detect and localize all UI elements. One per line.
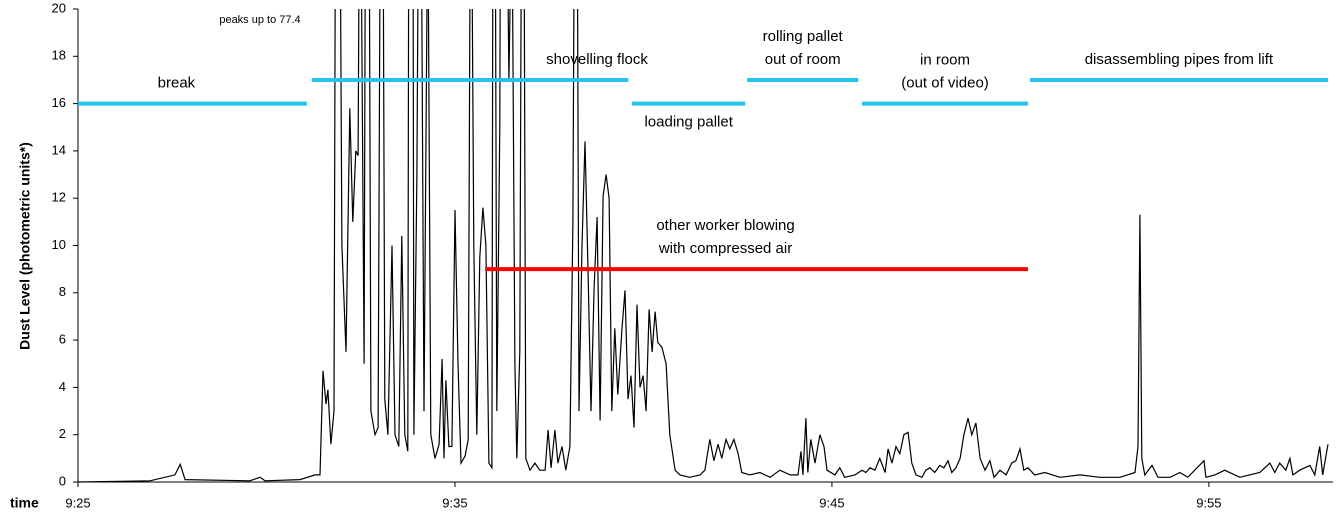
x-axis-title: time: [10, 495, 39, 511]
y-tick-label: 0: [59, 473, 66, 488]
activity-label: out of room: [765, 51, 841, 68]
y-tick-label: 4: [59, 379, 66, 394]
y-tick-label: 14: [52, 142, 66, 157]
y-tick-label: 6: [59, 332, 66, 347]
x-tick-label: 9:45: [819, 495, 844, 510]
y-tick-label: 10: [52, 237, 66, 252]
activity-label: (out of video): [901, 75, 989, 92]
y-tick-label: 20: [52, 0, 66, 15]
y-tick-label: 8: [59, 284, 66, 299]
x-tick-label: 9:35: [442, 495, 467, 510]
x-tick-label: 9:25: [65, 495, 90, 510]
x-tick-label: 9:55: [1196, 495, 1221, 510]
y-tick-label: 2: [59, 426, 66, 441]
peak-note: peaks up to 77.4: [219, 14, 300, 26]
plot-area: [78, 9, 1329, 483]
activity-label: break: [158, 75, 196, 92]
activity-label: with compressed air: [658, 240, 792, 257]
activity-label: disassembling pipes from lift: [1085, 51, 1274, 68]
activity-label: shovelling flock: [546, 51, 648, 68]
activity-label: loading pallet: [644, 114, 733, 131]
y-axis-title: Dust Level (photometric units*): [17, 142, 33, 350]
y-tick-label: 18: [52, 48, 66, 63]
activity-label: rolling pallet: [763, 28, 844, 45]
activity-label: other worker blowing: [656, 217, 794, 234]
data-line: [78, 9, 1329, 483]
y-tick-label: 12: [52, 190, 66, 205]
activity-label: in room: [920, 52, 970, 69]
y-tick-label: 16: [52, 95, 66, 110]
